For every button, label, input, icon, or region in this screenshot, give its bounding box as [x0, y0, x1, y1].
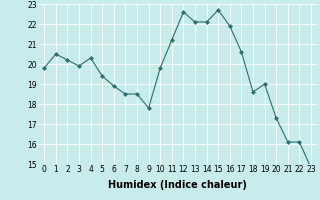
X-axis label: Humidex (Indice chaleur): Humidex (Indice chaleur): [108, 180, 247, 190]
